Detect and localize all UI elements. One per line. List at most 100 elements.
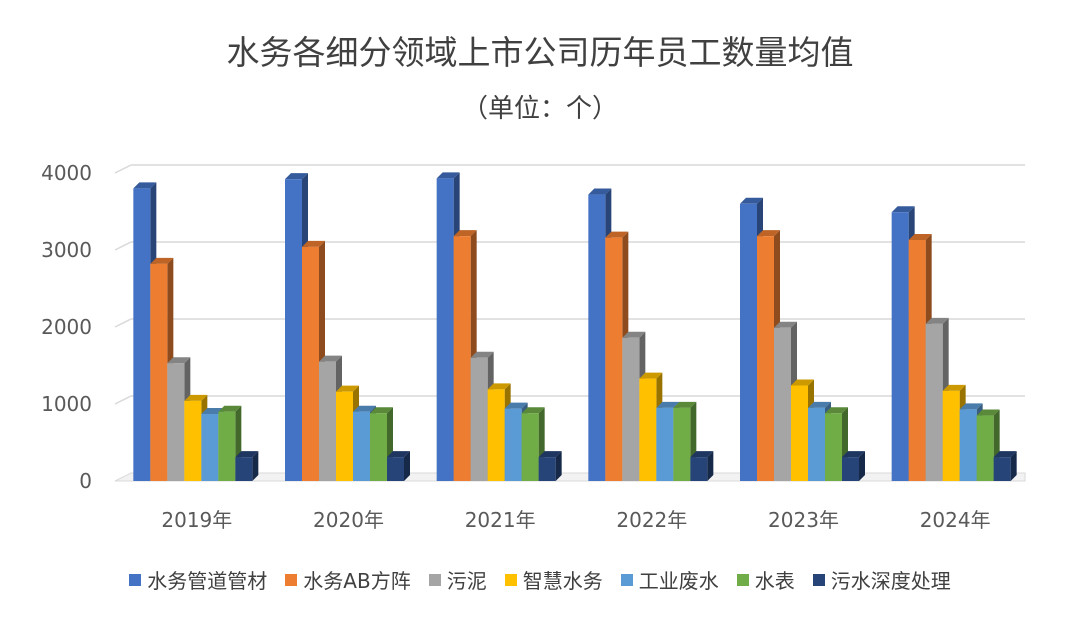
legend-label: 工业废水 (638, 569, 719, 593)
bar-front (184, 400, 202, 481)
legend-label: 水务AB方阵 (303, 569, 411, 593)
bar-top (993, 451, 1017, 458)
bar-front (639, 378, 657, 481)
y-tick-label: 2000 (41, 315, 92, 339)
bar-top (370, 407, 393, 414)
bar-side (859, 451, 865, 481)
gridline-depth (114, 241, 132, 251)
bar-top (470, 351, 494, 358)
bar-front (791, 385, 808, 481)
bar-top (218, 405, 242, 412)
bar-top (825, 407, 848, 414)
legend-label: 污水深度处理 (830, 569, 951, 593)
x-tick-label: 2023年 (768, 508, 839, 532)
bar-front (891, 212, 909, 481)
bar (993, 451, 1017, 481)
bar-front (908, 239, 926, 481)
bar (690, 451, 714, 481)
chart-subtitle: （单位：个） (461, 94, 618, 124)
bar-top (639, 372, 663, 379)
legend: 水务管道管材 水务AB方阵 污泥 智慧水务 工业废水 水表 污水深度处理 (0, 565, 1080, 594)
bar-top (319, 355, 342, 362)
legend-swatch (129, 573, 142, 586)
x-tick-label: 2020年 (313, 508, 384, 532)
bar-front (319, 361, 336, 481)
bar-front (976, 415, 994, 481)
bar-front (387, 457, 404, 481)
bar-front (825, 413, 842, 481)
bar (538, 451, 562, 481)
bar-front (622, 337, 640, 481)
y-tick-label: 1000 (41, 392, 92, 416)
bar-top (504, 402, 528, 409)
bar-front (588, 194, 606, 481)
bar-front (302, 246, 319, 481)
bar-top (605, 231, 629, 238)
legend-item: 水表 (736, 565, 795, 594)
legend-swatch (620, 573, 633, 586)
bar-front (959, 409, 977, 481)
bar-top (167, 357, 191, 364)
bar-front (993, 457, 1011, 481)
legend-item: 工业废水 (620, 565, 719, 594)
bar-side (252, 451, 259, 481)
bar-top (521, 407, 545, 414)
bar-front (757, 236, 774, 481)
legend-label: 污泥 (446, 569, 487, 593)
x-tick-label: 2019年 (161, 508, 232, 532)
bar-front (336, 391, 353, 481)
bar-front (370, 413, 387, 481)
bar-front (538, 457, 556, 481)
bar-top (150, 257, 174, 264)
bar-front (470, 357, 488, 481)
legend-item: 污水深度处理 (812, 565, 951, 594)
bar-top (959, 403, 983, 410)
bar-front (690, 457, 708, 481)
bar-front (942, 390, 960, 481)
bar-top (538, 451, 562, 458)
chart-title: 水务各细分领域上市公司历年员工数量均值 (226, 33, 854, 72)
gridline-depth (114, 164, 132, 174)
legend-item: 水务管道管材 (129, 565, 267, 594)
bar-top (184, 394, 208, 401)
bar-top (302, 240, 325, 247)
bar-top (235, 451, 259, 458)
legend-swatch (285, 573, 298, 586)
legend-swatch (504, 573, 517, 586)
bar-top (673, 401, 697, 408)
bar-top (908, 233, 932, 240)
bar-top (740, 197, 763, 204)
bar-top (436, 172, 460, 179)
bar-top (942, 384, 966, 391)
bar-front (487, 389, 505, 481)
bar-front (235, 457, 253, 481)
x-tick-label: 2022年 (616, 508, 687, 532)
bar-front (740, 203, 757, 482)
x-tick-label: 2021年 (465, 508, 536, 532)
legend-item: 污泥 (428, 565, 487, 594)
y-tick-label: 3000 (41, 238, 92, 262)
bar-front (808, 407, 825, 481)
bar-top (976, 409, 1000, 416)
bar (387, 451, 410, 481)
bar-top (757, 230, 780, 237)
bar-chart: 0 1000 2000 3000 4000 2019年 2020年 2021年 2022年 202… (41, 161, 1026, 532)
bar-side (404, 451, 410, 481)
legend-item: 水务AB方阵 (285, 565, 411, 594)
bar-front (218, 411, 236, 481)
bar-side (1010, 451, 1017, 481)
bar (842, 451, 865, 481)
bar-front (673, 407, 691, 481)
legend-swatch (428, 573, 441, 586)
bar-top (656, 401, 680, 408)
bar-front (353, 411, 370, 481)
bar-front (774, 327, 791, 481)
legend-label: 水务管道管材 (147, 569, 268, 593)
bar-front (167, 363, 185, 481)
bar-front (436, 178, 454, 481)
bar-top (690, 451, 714, 458)
bar-top (842, 451, 865, 458)
bar-front (150, 263, 168, 481)
bar-top (925, 317, 949, 324)
bar-front (133, 188, 151, 481)
